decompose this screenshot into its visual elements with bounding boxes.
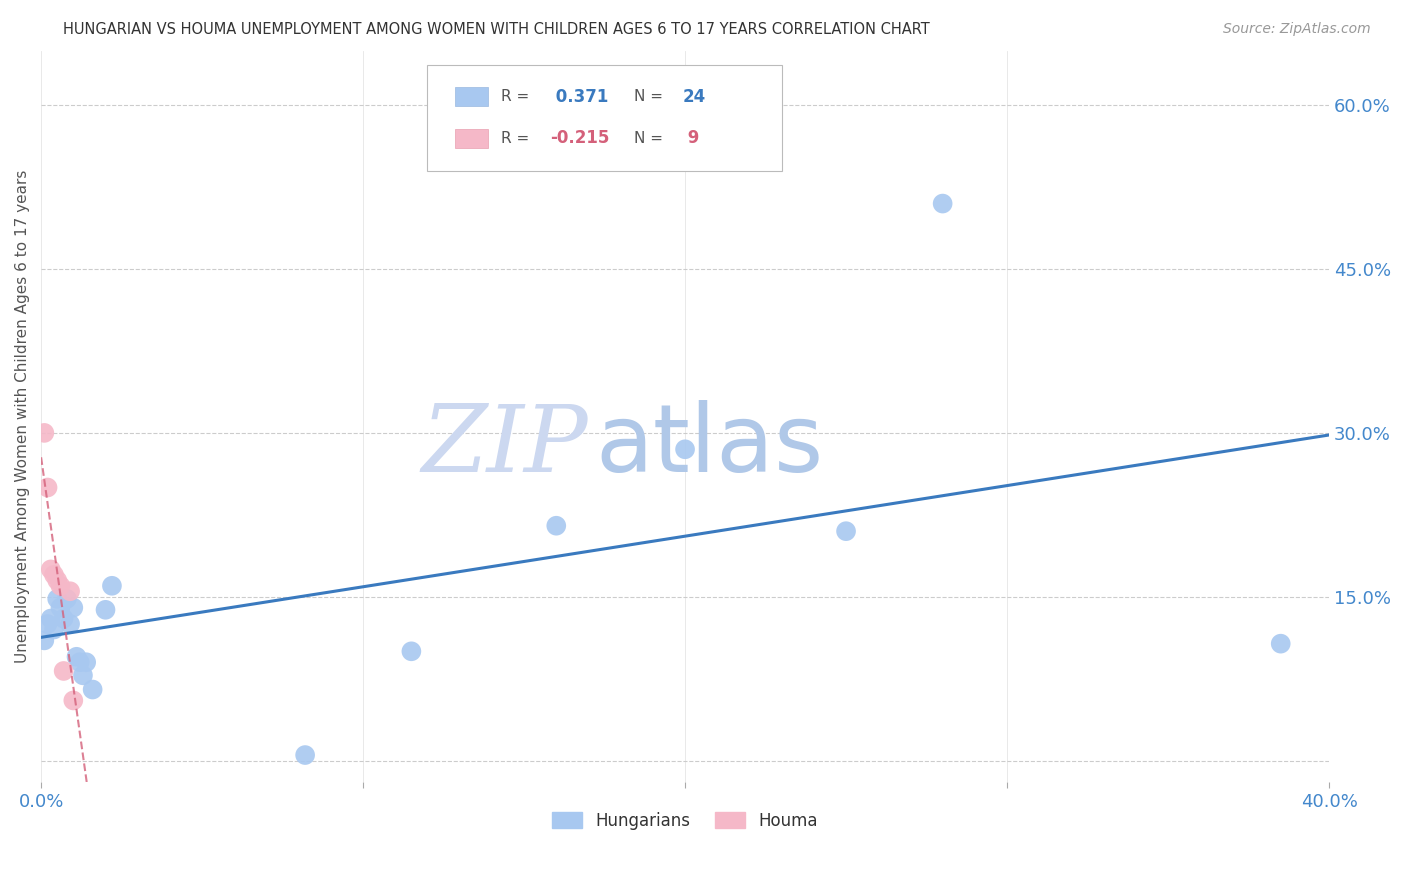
Point <box>59 584 82 599</box>
Text: 9: 9 <box>682 129 700 147</box>
Point <box>34 633 56 648</box>
Point <box>42 623 65 637</box>
Point <box>56 591 79 606</box>
Text: 0.371: 0.371 <box>550 87 609 106</box>
Point <box>75 655 97 669</box>
Point <box>94 603 117 617</box>
Point <box>49 600 72 615</box>
Text: N =: N = <box>634 131 668 146</box>
Text: N =: N = <box>634 89 668 104</box>
Point <box>39 611 62 625</box>
Text: HUNGARIAN VS HOUMA UNEMPLOYMENT AMONG WOMEN WITH CHILDREN AGES 6 TO 17 YEARS COR: HUNGARIAN VS HOUMA UNEMPLOYMENT AMONG WO… <box>63 22 929 37</box>
Text: 24: 24 <box>682 87 706 106</box>
Point <box>62 600 84 615</box>
FancyBboxPatch shape <box>454 87 488 106</box>
Point <box>46 591 69 606</box>
Point <box>835 524 858 538</box>
Point <box>401 644 423 658</box>
Point <box>42 567 65 582</box>
Point <box>37 481 59 495</box>
Point <box>69 655 91 669</box>
Point <box>82 682 104 697</box>
Text: R =: R = <box>501 89 534 104</box>
Point <box>52 664 75 678</box>
Point <box>39 562 62 576</box>
Point <box>1270 637 1292 651</box>
Point <box>52 611 75 625</box>
Point <box>673 442 696 457</box>
Point <box>294 747 316 762</box>
Text: atlas: atlas <box>595 400 823 491</box>
Text: Source: ZipAtlas.com: Source: ZipAtlas.com <box>1223 22 1371 37</box>
Point <box>37 617 59 632</box>
Point <box>62 693 84 707</box>
Point <box>49 579 72 593</box>
Text: -0.215: -0.215 <box>550 129 609 147</box>
Y-axis label: Unemployment Among Women with Children Ages 6 to 17 years: Unemployment Among Women with Children A… <box>15 169 30 664</box>
Text: ZIP: ZIP <box>422 401 589 491</box>
Point <box>46 574 69 588</box>
Point <box>59 617 82 632</box>
Point <box>546 518 568 533</box>
Point <box>65 649 87 664</box>
Point <box>34 425 56 440</box>
Point <box>72 668 94 682</box>
Legend: Hungarians, Houma: Hungarians, Houma <box>546 805 825 836</box>
Text: R =: R = <box>501 131 534 146</box>
FancyBboxPatch shape <box>427 65 782 171</box>
Point <box>101 579 124 593</box>
Point <box>931 196 953 211</box>
FancyBboxPatch shape <box>454 129 488 148</box>
